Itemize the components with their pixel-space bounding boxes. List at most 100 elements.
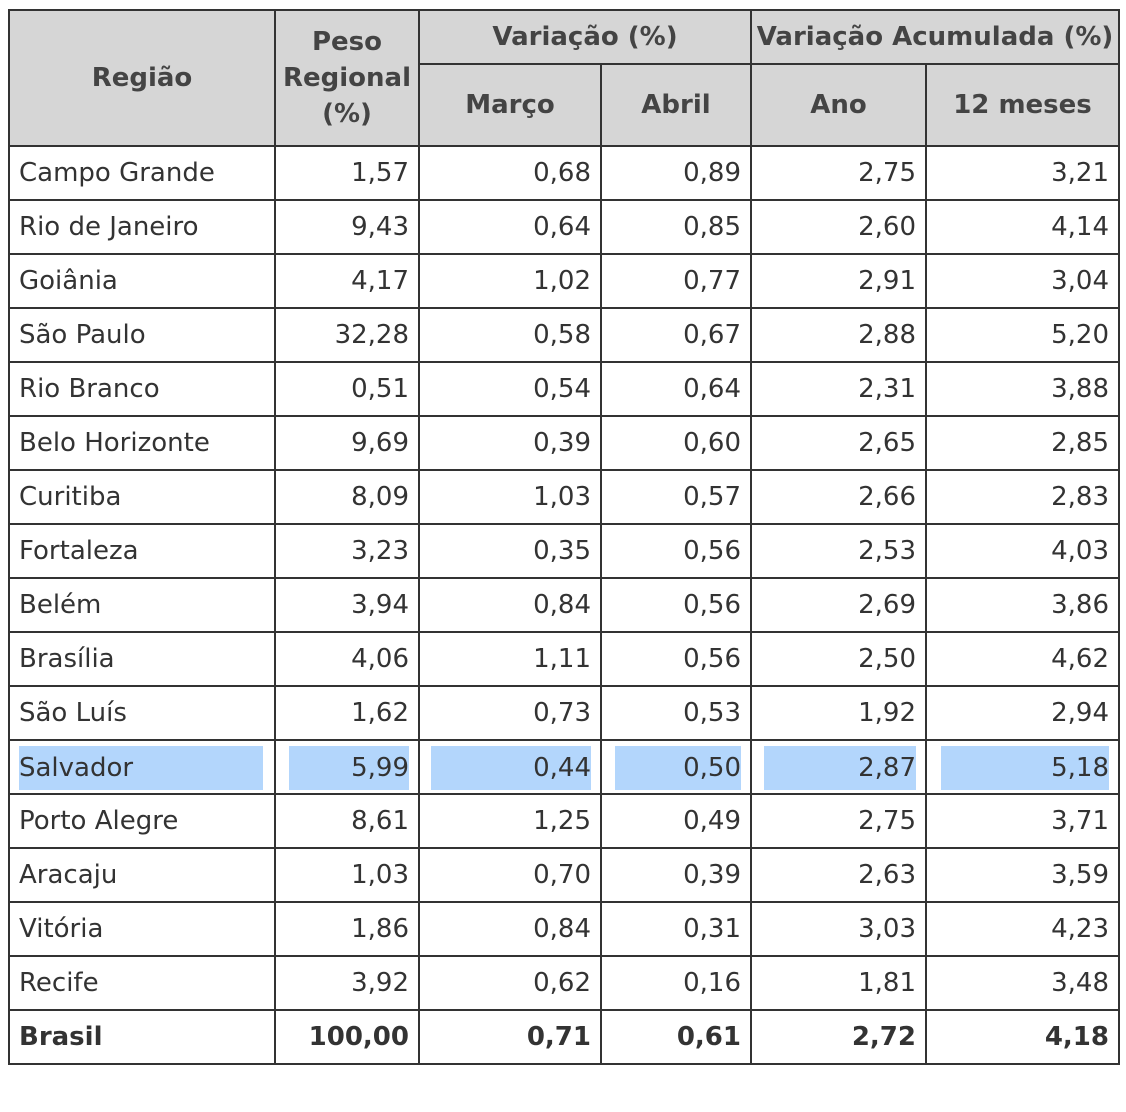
cell-regiao: Rio Branco — [8, 361, 276, 417]
cell-ano: 2,75 — [750, 793, 927, 849]
cell-peso: 8,61 — [274, 793, 420, 849]
cell-peso: 32,28 — [274, 307, 420, 363]
cell-peso: 0,51 — [274, 361, 420, 417]
cell-ano: 2,63 — [750, 847, 927, 903]
cell-peso: 5,99 — [274, 739, 420, 795]
cell-marco: 1,11 — [418, 631, 602, 687]
cell-ano: 2,87 — [750, 739, 927, 795]
header-peso-line2: Regional — [282, 63, 411, 93]
cell-ano: 2,53 — [750, 523, 927, 579]
cell-abril: 0,64 — [600, 361, 752, 417]
cell-peso: 100,00 — [274, 1009, 420, 1065]
table-row: Porto Alegre 8,61 1,25 0,49 2,75 3,71 — [8, 793, 1120, 849]
cell-marco: 0,64 — [418, 199, 602, 255]
cell-marco: 1,25 — [418, 793, 602, 849]
cell-marco: 0,70 — [418, 847, 602, 903]
cell-ano: 1,92 — [750, 685, 927, 741]
cell-peso: 4,06 — [274, 631, 420, 687]
cell-marco: 0,84 — [418, 901, 602, 957]
cell-regiao: Salvador — [8, 739, 276, 795]
table-row: Rio de Janeiro 9,43 0,64 0,85 2,60 4,14 — [8, 199, 1120, 255]
cell-12-meses: 3,59 — [925, 847, 1120, 903]
cell-peso: 1,62 — [274, 685, 420, 741]
cell-regiao: São Paulo — [8, 307, 276, 363]
cell-peso: 3,92 — [274, 955, 420, 1011]
cell-marco: 0,73 — [418, 685, 602, 741]
cell-peso: 9,69 — [274, 415, 420, 471]
cell-marco: 0,68 — [418, 145, 602, 201]
header-variacao: Variação (%) — [418, 9, 752, 65]
regional-inflation-table: Região Peso Regional (%) Variação (%) Va… — [8, 9, 1120, 1065]
cell-regiao: Porto Alegre — [8, 793, 276, 849]
cell-marco: 0,58 — [418, 307, 602, 363]
cell-peso: 3,23 — [274, 523, 420, 579]
table-row: Curitiba 8,09 1,03 0,57 2,66 2,83 — [8, 469, 1120, 525]
header-ano: Ano — [750, 63, 927, 147]
cell-marco: 1,03 — [418, 469, 602, 525]
selected-text: Salvador — [19, 745, 263, 790]
cell-regiao: Recife — [8, 955, 276, 1011]
table-row: Salvador 5,99 0,44 0,50 2,87 5,18 — [8, 739, 1120, 795]
cell-12-meses: 4,18 — [925, 1009, 1120, 1065]
cell-abril: 0,60 — [600, 415, 752, 471]
cell-ano: 2,50 — [750, 631, 927, 687]
table-row: São Luís 1,62 0,73 0,53 1,92 2,94 — [8, 685, 1120, 741]
cell-ano: 2,72 — [750, 1009, 927, 1065]
cell-ano: 2,91 — [750, 253, 927, 309]
selected-text: 5,99 — [289, 745, 409, 790]
cell-abril: 0,53 — [600, 685, 752, 741]
header-abril: Abril — [600, 63, 752, 147]
cell-abril: 0,56 — [600, 523, 752, 579]
cell-ano: 2,66 — [750, 469, 927, 525]
cell-ano: 2,60 — [750, 199, 927, 255]
table-row: Brasília 4,06 1,11 0,56 2,50 4,62 — [8, 631, 1120, 687]
cell-abril: 0,57 — [600, 469, 752, 525]
table-row: Rio Branco 0,51 0,54 0,64 2,31 3,88 — [8, 361, 1120, 417]
cell-regiao: Goiânia — [8, 253, 276, 309]
cell-marco: 0,54 — [418, 361, 602, 417]
cell-12-meses: 3,04 — [925, 253, 1120, 309]
cell-abril: 0,49 — [600, 793, 752, 849]
cell-ano: 1,81 — [750, 955, 927, 1011]
cell-regiao: Aracaju — [8, 847, 276, 903]
cell-regiao: Vitória — [8, 901, 276, 957]
cell-regiao: São Luís — [8, 685, 276, 741]
table-row-total: Brasil 100,00 0,71 0,61 2,72 4,18 — [8, 1009, 1120, 1065]
cell-regiao: Curitiba — [8, 469, 276, 525]
cell-regiao: Fortaleza — [8, 523, 276, 579]
cell-12-meses: 4,03 — [925, 523, 1120, 579]
cell-12-meses: 2,94 — [925, 685, 1120, 741]
table-row: Belém 3,94 0,84 0,56 2,69 3,86 — [8, 577, 1120, 633]
table-body: Campo Grande 1,57 0,68 0,89 2,75 3,21 Rio de J… — [8, 145, 1120, 1065]
cell-12-meses: 5,20 — [925, 307, 1120, 363]
selected-text: 5,18 — [941, 745, 1109, 790]
cell-12-meses: 3,86 — [925, 577, 1120, 633]
cell-regiao: Campo Grande — [8, 145, 276, 201]
cell-abril: 0,61 — [600, 1009, 752, 1065]
selected-text: 0,44 — [431, 745, 591, 790]
cell-ano: 2,88 — [750, 307, 927, 363]
cell-12-meses: 3,88 — [925, 361, 1120, 417]
cell-abril: 0,67 — [600, 307, 752, 363]
cell-regiao: Brasil — [8, 1009, 276, 1065]
selected-text: 2,87 — [764, 745, 916, 790]
table-row: Belo Horizonte 9,69 0,39 0,60 2,65 2,85 — [8, 415, 1120, 471]
table-row: São Paulo 32,28 0,58 0,67 2,88 5,20 — [8, 307, 1120, 363]
cell-peso: 8,09 — [274, 469, 420, 525]
table-row: Fortaleza 3,23 0,35 0,56 2,53 4,03 — [8, 523, 1120, 579]
cell-marco: 0,84 — [418, 577, 602, 633]
cell-abril: 0,56 — [600, 631, 752, 687]
cell-peso: 1,03 — [274, 847, 420, 903]
cell-marco: 0,71 — [418, 1009, 602, 1065]
header-variacao-acumulada: Variação Acumulada (%) — [750, 9, 1120, 65]
cell-abril: 0,56 — [600, 577, 752, 633]
cell-marco: 0,39 — [418, 415, 602, 471]
header-12-meses: 12 meses — [925, 63, 1120, 147]
cell-ano: 2,69 — [750, 577, 927, 633]
cell-abril: 0,50 — [600, 739, 752, 795]
header-regiao: Região — [8, 9, 276, 147]
cell-marco: 0,44 — [418, 739, 602, 795]
cell-regiao: Belo Horizonte — [8, 415, 276, 471]
cell-peso: 4,17 — [274, 253, 420, 309]
cell-peso: 1,86 — [274, 901, 420, 957]
